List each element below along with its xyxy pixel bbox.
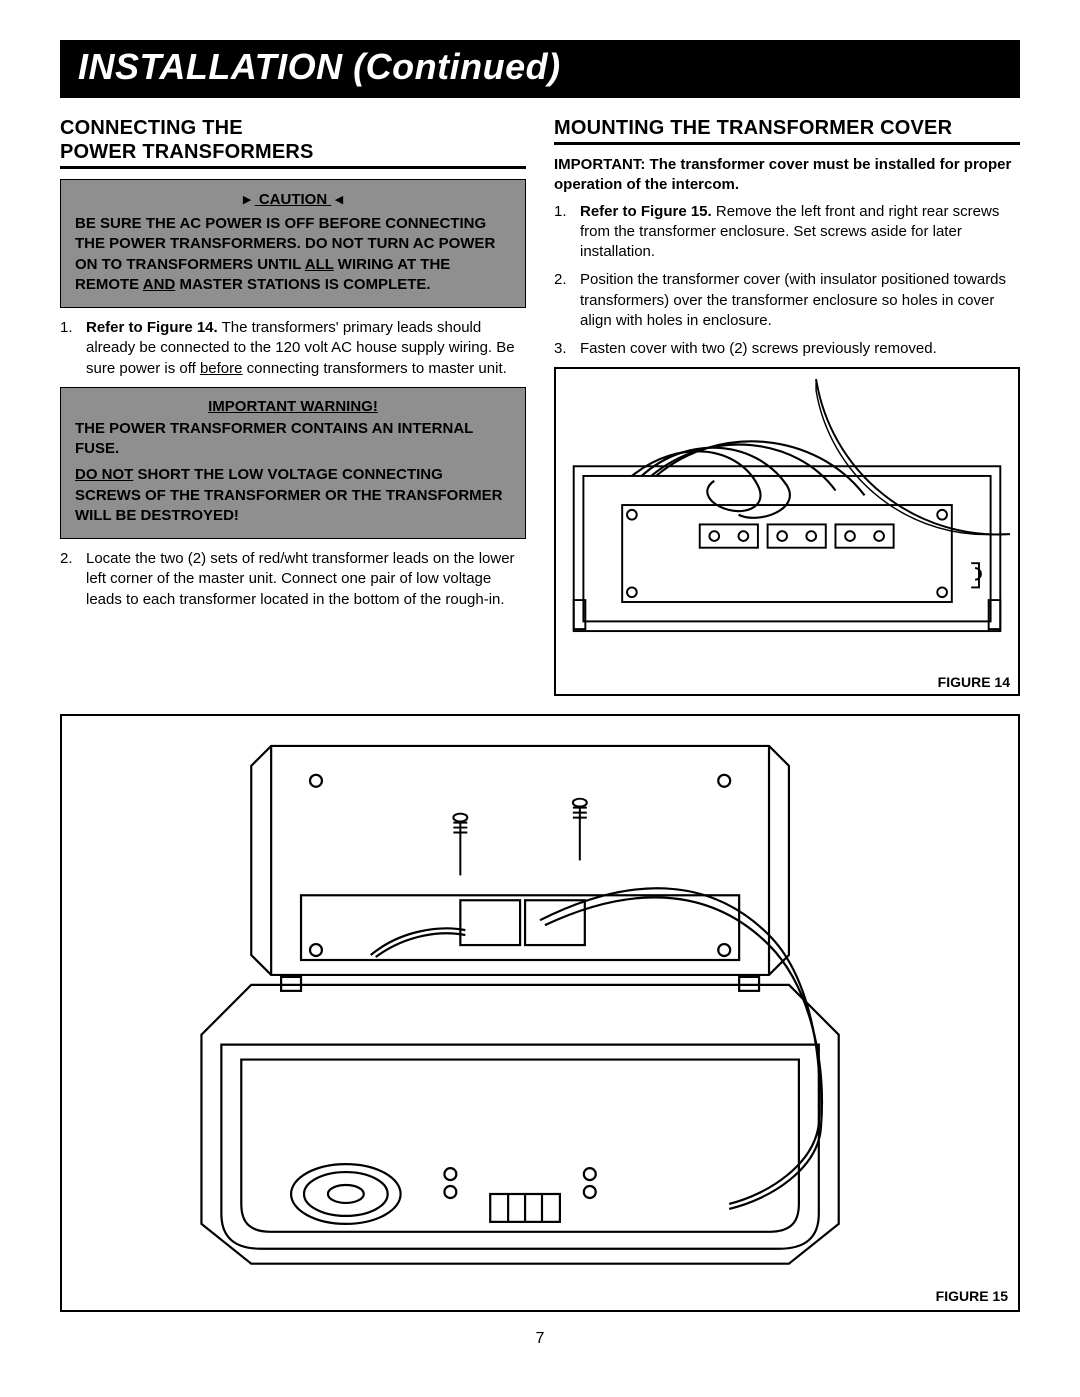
warning-title: IMPORTANT WARNING!: [75, 398, 511, 415]
left-steps-1: 1. Refer to Figure 14. The transformers'…: [60, 318, 526, 379]
figure-15-label: FIGURE 15: [72, 1288, 1008, 1304]
step-text: Fasten cover with two (2) screws previou…: [580, 339, 937, 359]
divider: [60, 166, 526, 169]
step-text: Position the transformer cover (with ins…: [580, 270, 1020, 331]
divider: [554, 142, 1020, 145]
left-steps-2: 2. Locate the two (2) sets of red/wht tr…: [60, 549, 526, 610]
right-column: MOUNTING THE TRANSFORMER COVER IMPORTANT…: [554, 116, 1020, 696]
caution-body: BE SURE THE AC POWER IS OFF BEFORE CONNE…: [75, 214, 511, 295]
page-number: 7: [60, 1330, 1020, 1348]
important-note: IMPORTANT: The transformer cover must be…: [554, 155, 1020, 196]
warning-line2: DO NOT SHORT THE LOW VOLTAGE CONNECTING …: [75, 465, 511, 526]
right-heading: MOUNTING THE TRANSFORMER COVER: [554, 116, 1020, 140]
caution-title: ▸ CAUTION ◂: [75, 190, 511, 208]
caution-box: ▸ CAUTION ◂ BE SURE THE AC POWER IS OFF …: [60, 179, 526, 308]
list-item: 1. Refer to Figure 15. Remove the left f…: [554, 202, 1020, 263]
figure-14-box: FIGURE 14: [554, 367, 1020, 696]
step-text: Locate the two (2) sets of red/wht trans…: [86, 549, 526, 610]
warning-line1: THE POWER TRANSFORMER CONTAINS AN INTERN…: [75, 419, 511, 460]
figure-15-illustration: [72, 726, 1008, 1284]
left-column: CONNECTING THE POWER TRANSFORMERS ▸ CAUT…: [60, 116, 526, 696]
list-item: 1. Refer to Figure 14. The transformers'…: [60, 318, 526, 379]
triangle-left-icon: ◂: [335, 190, 343, 208]
step-text: Refer to Figure 15. Remove the left fron…: [580, 202, 1020, 263]
caution-label: CAUTION: [259, 191, 327, 208]
figure-15-box: FIGURE 15: [60, 714, 1020, 1312]
warning-box: IMPORTANT WARNING! THE POWER TRANSFORMER…: [60, 387, 526, 539]
left-heading-line2: POWER TRANSFORMERS: [60, 141, 314, 163]
figure-14-illustration: [564, 379, 1010, 670]
left-heading: CONNECTING THE POWER TRANSFORMERS: [60, 116, 526, 164]
step-text: Refer to Figure 14. The transformers' pr…: [86, 318, 526, 379]
page-banner: INSTALLATION (Continued): [60, 40, 1020, 98]
list-item: 2. Locate the two (2) sets of red/wht tr…: [60, 549, 526, 610]
triangle-right-icon: ▸: [243, 190, 251, 208]
left-heading-line1: CONNECTING THE: [60, 117, 243, 139]
banner-title: INSTALLATION (Continued): [78, 46, 561, 87]
right-steps: 1. Refer to Figure 15. Remove the left f…: [554, 202, 1020, 360]
list-item: 3. Fasten cover with two (2) screws prev…: [554, 339, 1020, 359]
figure-14-label: FIGURE 14: [564, 674, 1010, 690]
list-item: 2. Position the transformer cover (with …: [554, 270, 1020, 331]
